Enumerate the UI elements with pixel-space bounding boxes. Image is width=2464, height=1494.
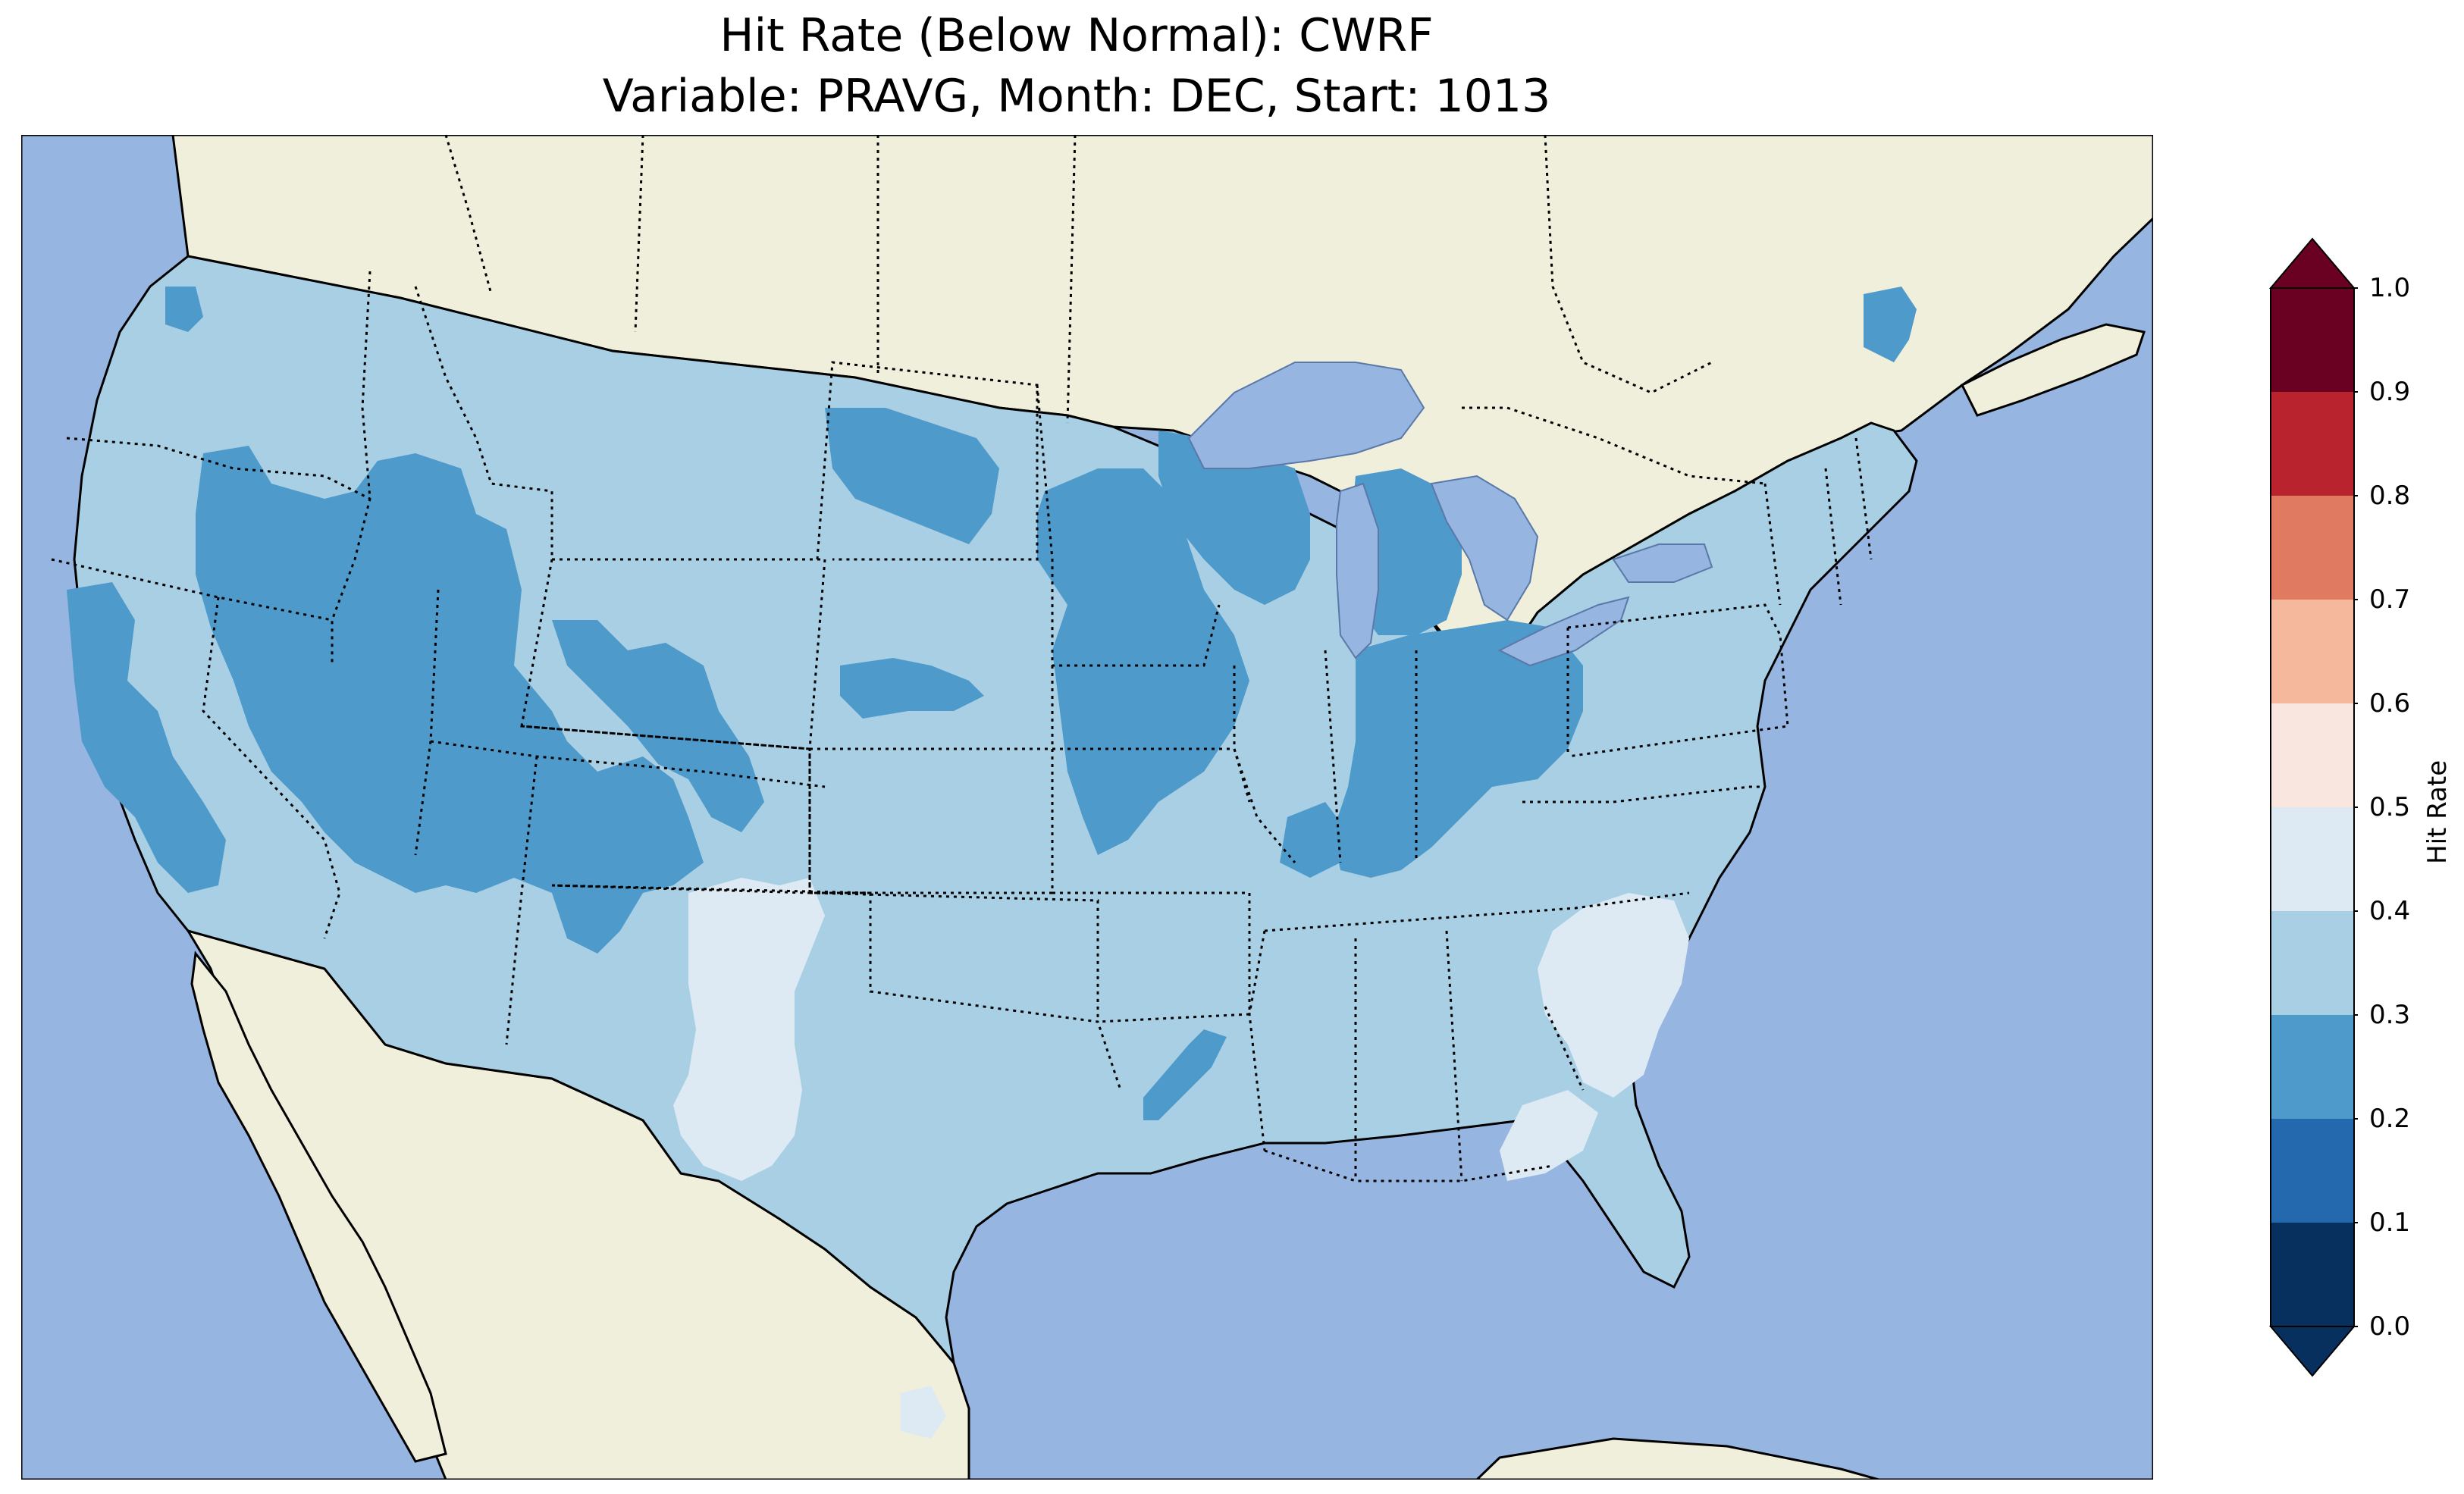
chart-title: Hit Rate (Below Normal): CWRF — [719, 9, 1434, 62]
region-kansas-north — [840, 658, 984, 719]
region-new-mexico-west-texas — [673, 878, 825, 1181]
baja-california — [190, 951, 447, 1463]
lake-ontario — [1612, 543, 1713, 583]
region-kentucky-west — [1280, 802, 1348, 878]
border-mb-on — [1066, 135, 1077, 424]
region-maine-coast — [1864, 287, 1917, 362]
region-carolinas — [1538, 893, 1689, 1098]
colorbar-tick-label: 0.8 — [2369, 481, 2411, 511]
region-texas-south — [901, 1386, 946, 1439]
lake-erie — [1497, 596, 1630, 667]
region-washington-nw — [165, 287, 203, 332]
region-south-dakota — [825, 408, 999, 544]
border-new-england — [1763, 437, 1873, 606]
border-bc-ab — [444, 135, 493, 295]
border-wi-il — [1233, 666, 1296, 863]
border-ok — [809, 891, 1099, 1022]
chart-subtitle: Variable: PRAVG, Month: DEC, Start: 1013 — [602, 70, 1551, 123]
class-0.4-0.5-regions — [673, 878, 1689, 1439]
colorbar-tick-label: 0.9 — [2369, 377, 2411, 407]
lake-michigan — [1336, 482, 1379, 659]
lake-huron — [1430, 475, 1539, 622]
colorbar-bins — [2271, 288, 2354, 1326]
colorbar-tick-label: 0.0 — [2369, 1311, 2411, 1342]
colorbar-frame — [2270, 287, 2355, 1327]
colorbar-tick-label: 0.2 — [2369, 1104, 2411, 1134]
border-ut-co-az — [430, 740, 826, 788]
colorbar-tick-label: 0.7 — [2369, 584, 2411, 615]
border-wa-or — [66, 437, 371, 500]
colorbar-bin — [2271, 496, 2354, 600]
border-mo-ar — [1052, 891, 1251, 1023]
colorbar-tick-label: 0.5 — [2369, 792, 2411, 822]
border-ca-nv — [202, 597, 341, 939]
border-va-nc — [1522, 785, 1765, 803]
region-wisconsin — [1158, 431, 1310, 605]
class-0.2-0.3-regions — [67, 287, 1917, 1120]
state-borders — [51, 271, 1873, 1182]
colorbar — [2268, 237, 2358, 1377]
cuba-land — [1475, 1437, 1879, 1480]
region-midwest — [1037, 468, 1249, 855]
colorbar-tick-label: 1.0 — [2369, 273, 2411, 303]
border-on-qc — [1544, 135, 1713, 394]
nova-scotia — [1960, 323, 2146, 417]
region-georgia — [1500, 1090, 1598, 1181]
colorbar-under-arrow — [2268, 1326, 2356, 1377]
border-il-in — [1324, 650, 1342, 863]
border-tn-al-ga — [1248, 930, 1585, 1182]
colorbar-bin — [2271, 392, 2354, 496]
colorbar-bin — [2271, 807, 2354, 911]
border-ab-sk — [634, 135, 644, 333]
colorbar-tick-label: 0.3 — [2369, 1000, 2411, 1030]
region-indiana-ohio — [1333, 620, 1583, 878]
border-nm-tx — [551, 884, 1122, 1091]
region-arkansas-strip — [1143, 1029, 1227, 1120]
border-canada-quebec — [1462, 406, 1766, 485]
border-ky-tn — [1264, 891, 1690, 932]
lake-superior — [1187, 362, 1425, 469]
border-az-nm — [505, 756, 538, 1045]
colorbar-bin — [2271, 1119, 2354, 1223]
border-ia-mo — [1051, 666, 1251, 803]
colorbar-bin — [2271, 911, 2354, 1015]
colorbar-bin — [2271, 1015, 2354, 1119]
colorbar-over-arrow — [2268, 237, 2356, 289]
map — [21, 135, 2153, 1480]
region-nw-great-basin — [196, 446, 704, 954]
colorbar-ticks — [2354, 287, 2358, 1327]
great-lakes — [1187, 362, 1713, 667]
border-id-west — [331, 271, 371, 666]
region-colorado-utah — [552, 620, 764, 832]
province-borders — [444, 135, 1713, 424]
border-gulf-states — [1264, 1149, 1553, 1182]
colorbar-bin — [2271, 600, 2354, 703]
colorbar-bin — [2271, 1223, 2354, 1326]
region-california-west — [67, 582, 226, 893]
colorbar-bin — [2271, 703, 2354, 807]
colorbar-label: Hit Rate — [2422, 760, 2453, 864]
colorbar-tick-label: 0.6 — [2369, 688, 2411, 719]
colorbar-tick-label: 0.4 — [2369, 896, 2411, 926]
colorbar-tick-label: 0.1 — [2369, 1207, 2411, 1238]
colorbar-bin — [2271, 288, 2354, 392]
border-mt-wy-sd — [552, 558, 826, 750]
